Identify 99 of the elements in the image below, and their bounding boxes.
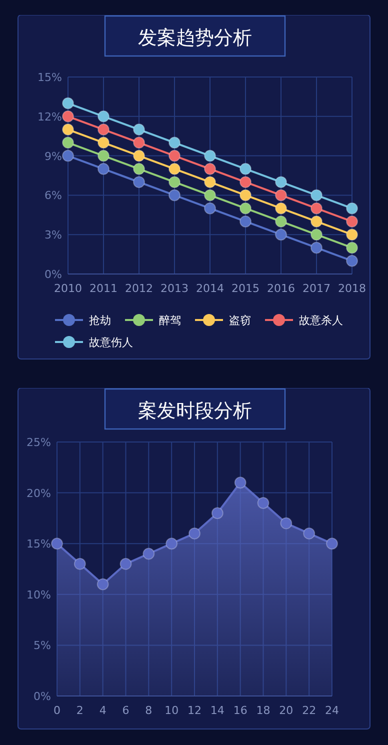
x-tick-label: 14 xyxy=(210,704,224,717)
point xyxy=(234,476,246,489)
x-tick-label: 20 xyxy=(279,704,294,717)
y-tick-label: 9% xyxy=(44,150,62,163)
point xyxy=(62,136,74,149)
point xyxy=(98,124,110,136)
legend-label: 抢劫 xyxy=(89,314,111,327)
point xyxy=(204,162,216,175)
point xyxy=(142,548,155,560)
x-tick-label: 0 xyxy=(54,704,60,717)
point xyxy=(310,228,322,241)
y-tick-label: 3% xyxy=(44,228,62,242)
x-tick-label: 8 xyxy=(145,704,152,717)
point xyxy=(346,242,358,254)
point xyxy=(240,176,252,188)
x-tick-label: 2018 xyxy=(338,282,366,295)
y-tick-label: 10% xyxy=(26,588,51,602)
x-tick-label: 2013 xyxy=(160,282,188,295)
x-tick-label: 2011 xyxy=(90,282,118,295)
x-tick-label: 18 xyxy=(256,704,270,717)
point xyxy=(310,242,322,254)
point xyxy=(204,189,216,202)
point xyxy=(74,558,86,570)
point xyxy=(133,176,145,188)
point xyxy=(346,202,358,214)
point xyxy=(204,176,216,188)
point xyxy=(98,136,110,149)
point xyxy=(133,124,145,136)
point xyxy=(346,228,358,241)
y-tick-label: 5% xyxy=(34,639,51,652)
point xyxy=(62,150,74,162)
legend-label: 故意杀人 xyxy=(299,314,343,327)
point xyxy=(96,578,109,590)
x-tick-label: 4 xyxy=(99,704,106,717)
point xyxy=(240,215,252,228)
point xyxy=(168,176,180,188)
point xyxy=(346,215,358,228)
x-tick-label: 2016 xyxy=(267,282,295,295)
point xyxy=(204,202,216,214)
x-tick-label: 10 xyxy=(164,704,179,717)
legend-label: 醉驾 xyxy=(159,314,181,327)
point xyxy=(310,215,322,228)
point xyxy=(168,189,180,202)
point xyxy=(188,527,200,540)
point xyxy=(280,517,292,530)
point xyxy=(211,507,224,520)
point xyxy=(240,162,252,175)
y-tick-label: 25% xyxy=(26,436,51,449)
point xyxy=(275,176,287,188)
point xyxy=(62,97,74,110)
y-tick-label: 0% xyxy=(34,690,51,703)
point xyxy=(275,202,287,214)
x-tick-label: 2012 xyxy=(125,282,153,295)
point xyxy=(275,189,287,202)
point xyxy=(275,215,287,228)
point xyxy=(326,538,338,550)
point xyxy=(98,150,110,162)
legend-label: 盗窃 xyxy=(229,314,251,327)
point xyxy=(257,496,270,509)
point xyxy=(310,189,322,202)
x-tick-label: 22 xyxy=(302,704,316,717)
chart-title: 案发时段分析 xyxy=(138,400,252,422)
point xyxy=(310,202,322,214)
x-tick-label: 6 xyxy=(122,704,130,717)
point xyxy=(120,558,132,570)
y-tick-label: 20% xyxy=(26,486,51,500)
point xyxy=(240,189,252,202)
point xyxy=(133,162,145,175)
point xyxy=(204,150,216,162)
point xyxy=(98,162,110,175)
y-tick-label: 6% xyxy=(44,189,62,202)
point xyxy=(166,538,178,550)
y-tick-label: 15% xyxy=(26,538,51,551)
chart-title: 发案趋势分析 xyxy=(138,27,252,49)
point xyxy=(303,527,316,540)
point xyxy=(275,228,287,241)
y-tick-label: 15% xyxy=(38,71,62,84)
point xyxy=(168,136,180,149)
x-tick-label: 2017 xyxy=(302,282,330,295)
x-tick-label: 16 xyxy=(233,704,248,717)
point xyxy=(133,150,145,162)
x-tick-label: 2015 xyxy=(232,282,260,295)
point xyxy=(133,136,145,149)
point xyxy=(168,162,180,175)
point xyxy=(62,110,74,122)
point xyxy=(62,124,74,136)
point xyxy=(168,150,180,162)
legend-label: 故意伤人 xyxy=(89,336,133,349)
x-tick-label: 24 xyxy=(325,704,339,717)
y-tick-label: 0% xyxy=(44,268,62,281)
x-tick-label: 2 xyxy=(76,704,84,717)
point xyxy=(346,254,358,267)
x-tick-label: 2014 xyxy=(196,282,224,295)
point xyxy=(240,202,252,214)
point xyxy=(98,110,110,122)
x-tick-label: 2010 xyxy=(54,282,82,295)
x-tick-label: 12 xyxy=(188,704,202,717)
point xyxy=(51,538,63,550)
y-tick-label: 12% xyxy=(38,110,62,124)
